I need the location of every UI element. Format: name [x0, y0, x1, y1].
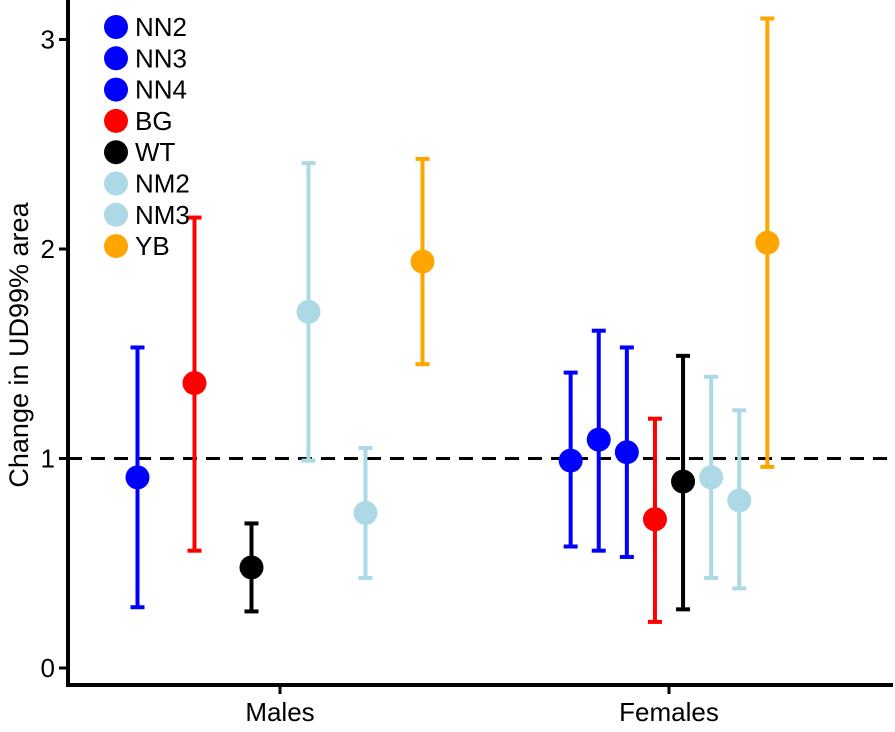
legend-swatch-nm2: [104, 171, 128, 196]
point-females-nm2: [699, 465, 724, 490]
legend-swatch-nn2: [104, 15, 128, 39]
points-group: [125, 230, 780, 580]
point-females-bg: [642, 507, 667, 532]
legend-item-yb: YB: [104, 231, 170, 261]
x-tick-label-males: Males: [245, 697, 314, 727]
legend-item-bg: BG: [104, 106, 173, 136]
axes-group: 0 1 2 3 Males Females: [41, 0, 893, 727]
point-males-bg: [182, 371, 207, 396]
legend-label-nn4: NN4: [135, 75, 187, 105]
point-females-yb: [755, 230, 780, 255]
legend-swatch-nn4: [104, 77, 128, 102]
legend-swatch-bg: [104, 108, 128, 133]
point-females-wt: [671, 469, 696, 494]
legend-label-nn2: NN2: [135, 12, 187, 42]
legend-label-nm2: NM2: [135, 169, 190, 199]
point-males-yb: [410, 249, 435, 274]
y-tick-label-0: 0: [41, 653, 55, 683]
point-males-nm3: [353, 500, 378, 525]
y-tick-label-3: 3: [41, 25, 55, 55]
legend-item-nn2: NN2: [104, 12, 187, 42]
legend-item-nn3: NN3: [104, 43, 187, 73]
x-tick-label-females: Females: [619, 697, 719, 727]
legend-item-nm3: NM3: [104, 200, 190, 230]
point-males-nn2: [125, 465, 150, 490]
point-females-nn2: [558, 448, 583, 473]
legend-swatch-wt: [104, 140, 128, 165]
point-females-nn4: [614, 440, 639, 465]
legend-label-nm3: NM3: [135, 200, 190, 230]
error-bars-group: [130, 16, 775, 624]
point-males-nm2: [296, 299, 321, 324]
point-males-wt: [239, 555, 264, 580]
legend-label-nn3: NN3: [135, 43, 187, 73]
y-axis-title: Change in UD99% area: [4, 201, 34, 487]
legend-item-nm2: NM2: [104, 169, 190, 199]
point-females-nn3: [586, 427, 611, 452]
y-tick-label-2: 2: [41, 234, 55, 264]
legend-label-yb: YB: [135, 231, 170, 261]
legend-item-wt: WT: [104, 137, 176, 167]
legend-swatch-nn3: [104, 46, 128, 71]
y-tick-label-1: 1: [41, 444, 55, 474]
point-females-nm3: [727, 488, 752, 513]
legend-item-nn4: NN4: [104, 75, 187, 105]
legend-swatch-nm3: [104, 202, 128, 227]
legend-label-wt: WT: [135, 137, 176, 167]
legend-swatch-yb: [104, 234, 128, 259]
legend-label-bg: BG: [135, 106, 173, 136]
